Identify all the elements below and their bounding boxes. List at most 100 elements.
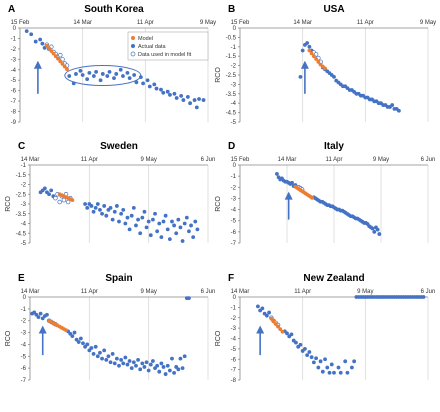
y-tick-label: -1.5 bbox=[16, 173, 27, 179]
x-tick-label: 14 Mar bbox=[21, 289, 40, 295]
actual-point bbox=[168, 92, 172, 97]
actual-point bbox=[29, 32, 34, 37]
actual-point bbox=[159, 87, 163, 92]
actual-point bbox=[343, 359, 348, 364]
actual-point bbox=[285, 331, 289, 336]
actual-point bbox=[191, 235, 196, 240]
x-tick-label: 15 Feb bbox=[231, 20, 250, 26]
actual-point bbox=[144, 225, 149, 230]
y-tick-label: -4 bbox=[21, 222, 27, 228]
y-tick-label: -1 bbox=[231, 45, 237, 51]
actual-point bbox=[147, 84, 152, 89]
actual-point bbox=[176, 367, 181, 372]
actual-point bbox=[102, 204, 107, 208]
actual-point bbox=[314, 356, 318, 361]
actual-point bbox=[148, 233, 153, 238]
y-tick-label: -3 bbox=[21, 202, 27, 208]
actual-point bbox=[127, 227, 132, 232]
y-tick-label: -2 bbox=[231, 64, 237, 70]
actual-point bbox=[155, 363, 160, 368]
actual-point bbox=[87, 71, 92, 75]
y-axis-label: RCO bbox=[5, 330, 12, 346]
model-point bbox=[271, 319, 276, 324]
actual-point bbox=[93, 344, 98, 349]
actual-point bbox=[174, 96, 179, 100]
actual-point bbox=[332, 370, 336, 375]
y-tick-label: -4 bbox=[231, 337, 237, 343]
panel-b: B USA 15 Feb 14 Mar 11 Apr 9 May 0 -0.5 -1 -1.5 -2… bbox=[215, 4, 436, 126]
arrow-icon bbox=[284, 191, 293, 200]
actual-point bbox=[182, 354, 187, 359]
actual-point bbox=[182, 221, 187, 226]
actual-point bbox=[125, 215, 130, 220]
panel-title: New Zealand bbox=[303, 273, 364, 284]
actual-point bbox=[290, 180, 294, 185]
actual-point bbox=[129, 366, 134, 371]
y-tick-label: 0 bbox=[233, 163, 237, 169]
y-tick-label: -1 bbox=[21, 163, 27, 169]
actual-point bbox=[189, 223, 193, 228]
actual-point bbox=[307, 350, 312, 354]
actual-point bbox=[134, 80, 139, 85]
actual-point bbox=[307, 44, 312, 49]
model-point bbox=[62, 64, 67, 69]
y-tick-label: -9 bbox=[11, 120, 17, 126]
arrow-icon bbox=[38, 325, 47, 334]
y-tick-label: -5 bbox=[231, 219, 237, 225]
actual-point bbox=[114, 356, 119, 361]
actual-point bbox=[181, 98, 186, 102]
actual-point bbox=[142, 209, 147, 214]
y-tick-label: -1 bbox=[231, 305, 237, 311]
x-tick-label: 11 Apr bbox=[81, 289, 98, 295]
actual-point bbox=[140, 361, 145, 366]
y-tick-label: -1.5 bbox=[226, 54, 237, 60]
model-point bbox=[56, 56, 60, 61]
actual-point bbox=[375, 227, 380, 232]
legend-swatch bbox=[130, 51, 136, 57]
x-tick-label: 11 Apr bbox=[326, 157, 343, 163]
y-tick-label: -1 bbox=[11, 36, 17, 42]
actual-point bbox=[318, 359, 323, 364]
model-point bbox=[280, 329, 285, 334]
actual-point bbox=[146, 368, 151, 373]
actual-point bbox=[106, 354, 111, 359]
actual-point bbox=[100, 356, 104, 361]
actual-point bbox=[309, 355, 314, 360]
x-tick-label: 15 Feb bbox=[231, 157, 250, 163]
actual-point bbox=[167, 368, 172, 373]
actual-point bbox=[119, 357, 124, 362]
y-tick-label: -6 bbox=[231, 357, 237, 363]
fit-point bbox=[58, 52, 63, 58]
actual-point bbox=[201, 98, 206, 102]
actual-point bbox=[91, 74, 96, 78]
fit-point bbox=[61, 197, 67, 203]
x-tick-label: 14 Mar bbox=[293, 20, 312, 26]
panel-letter: B bbox=[228, 4, 235, 15]
actual-point bbox=[123, 221, 128, 226]
y-tick-label: -7 bbox=[231, 368, 237, 374]
actual-point bbox=[121, 207, 126, 212]
y-tick-label: -2 bbox=[231, 185, 237, 191]
model-point bbox=[307, 48, 312, 53]
y-tick-label: -3 bbox=[11, 57, 17, 63]
panel-letter: D bbox=[228, 141, 235, 152]
y-tick-label: -7 bbox=[11, 99, 17, 105]
actual-point bbox=[195, 227, 200, 232]
actual-point bbox=[197, 97, 201, 101]
actual-point bbox=[108, 360, 113, 365]
actual-point bbox=[345, 370, 350, 375]
y-tick-label: 0 bbox=[233, 295, 237, 301]
x-tick-label: 9 May bbox=[420, 20, 436, 26]
actual-point bbox=[165, 227, 170, 232]
actual-point bbox=[125, 362, 130, 367]
actual-point bbox=[187, 229, 191, 234]
panel-c: C Sweden 14 Mar 11 Apr 9 May 6 Jun -1 -1.5 -2 -2.… bbox=[5, 141, 215, 247]
actual-point bbox=[83, 202, 87, 206]
actual-point bbox=[151, 359, 155, 363]
actual-point bbox=[38, 37, 43, 42]
actual-point bbox=[76, 340, 81, 344]
y-tick-label: -2.5 bbox=[16, 192, 27, 198]
actual-point bbox=[298, 74, 303, 79]
actual-point bbox=[165, 363, 170, 368]
y-tick-label: -5 bbox=[231, 120, 237, 126]
